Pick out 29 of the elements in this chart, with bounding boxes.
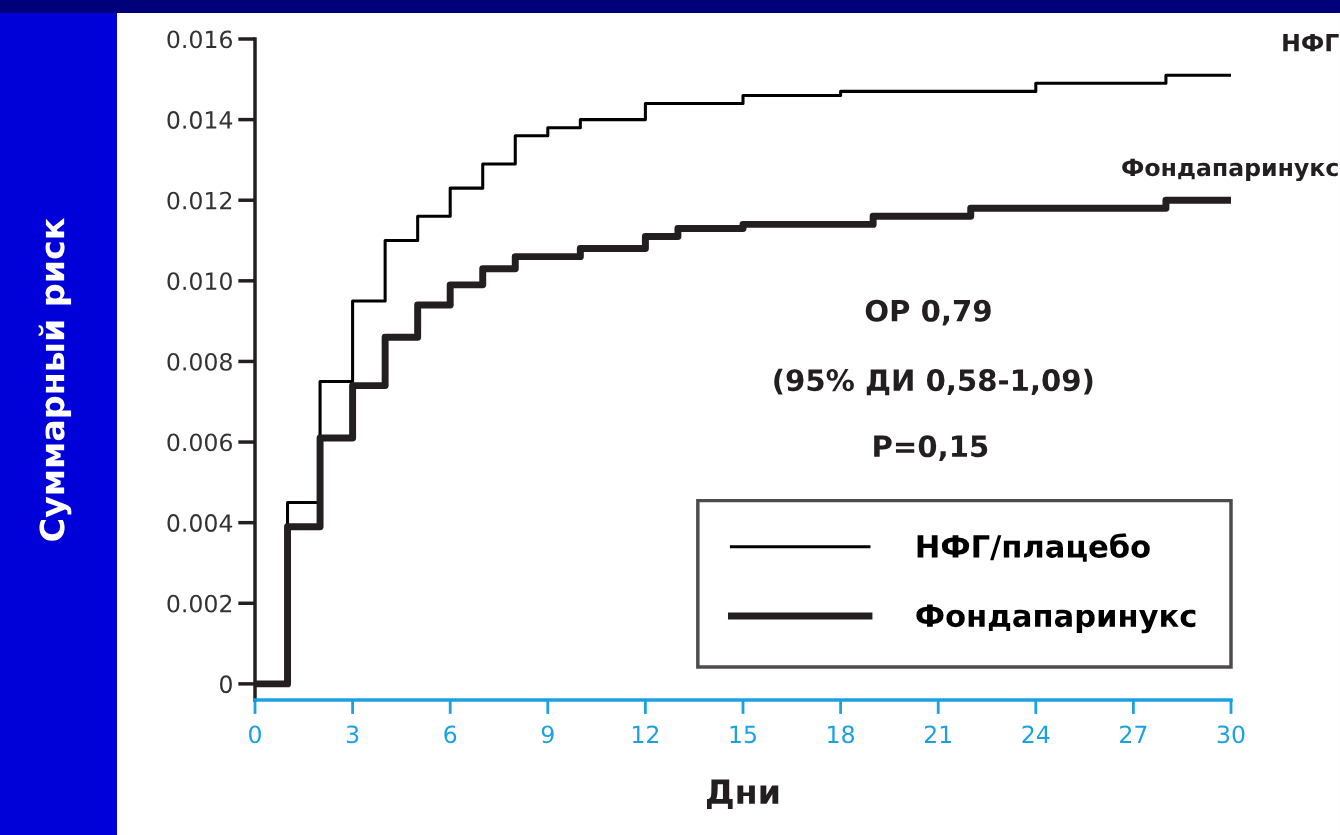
x-tick-label: 3: [346, 725, 359, 744]
x-tick-label: 15: [730, 725, 756, 744]
x-axis-title: Дни: [706, 779, 779, 809]
x-tick-label: 30: [1217, 725, 1245, 744]
x-tick-label: 0: [249, 725, 261, 744]
y-tick-label: 0.002: [167, 594, 232, 613]
annotation: (95% ДИ 0,58-1,09): [774, 368, 1093, 396]
y-tick-label: 0: [220, 675, 232, 694]
y-tick-label: 0.016: [167, 30, 232, 49]
x-tick-label: 12: [632, 725, 659, 743]
annotation: P=0,15: [874, 435, 988, 462]
y-axis-title: Суммарный риск: [38, 218, 72, 541]
annotation: НФГ: [1283, 34, 1339, 52]
x-tick-label: 24: [1022, 725, 1050, 743]
y-tick-label: 0.004: [167, 514, 233, 532]
y-tick-label: 0.014: [167, 111, 233, 129]
x-tick-label: 18: [828, 725, 855, 744]
y-tick-label: 0.008: [167, 352, 232, 371]
annotation: ОР 0,79: [865, 299, 991, 326]
legend-label: Фондапаринукс: [916, 604, 1196, 634]
y-tick-label: 0.012: [167, 191, 232, 210]
y-tick-label: 0.010: [167, 272, 232, 291]
legend-label: НФГ/плацебо: [917, 533, 1150, 562]
annotation: Фондапаринукс: [1122, 158, 1338, 182]
x-tick-label: 6: [444, 725, 457, 744]
x-tick-label: 21: [924, 725, 952, 743]
x-tick-label: 27: [1120, 725, 1147, 743]
y-tick-label: 0.006: [167, 433, 232, 452]
x-tick-label: 9: [541, 725, 554, 744]
